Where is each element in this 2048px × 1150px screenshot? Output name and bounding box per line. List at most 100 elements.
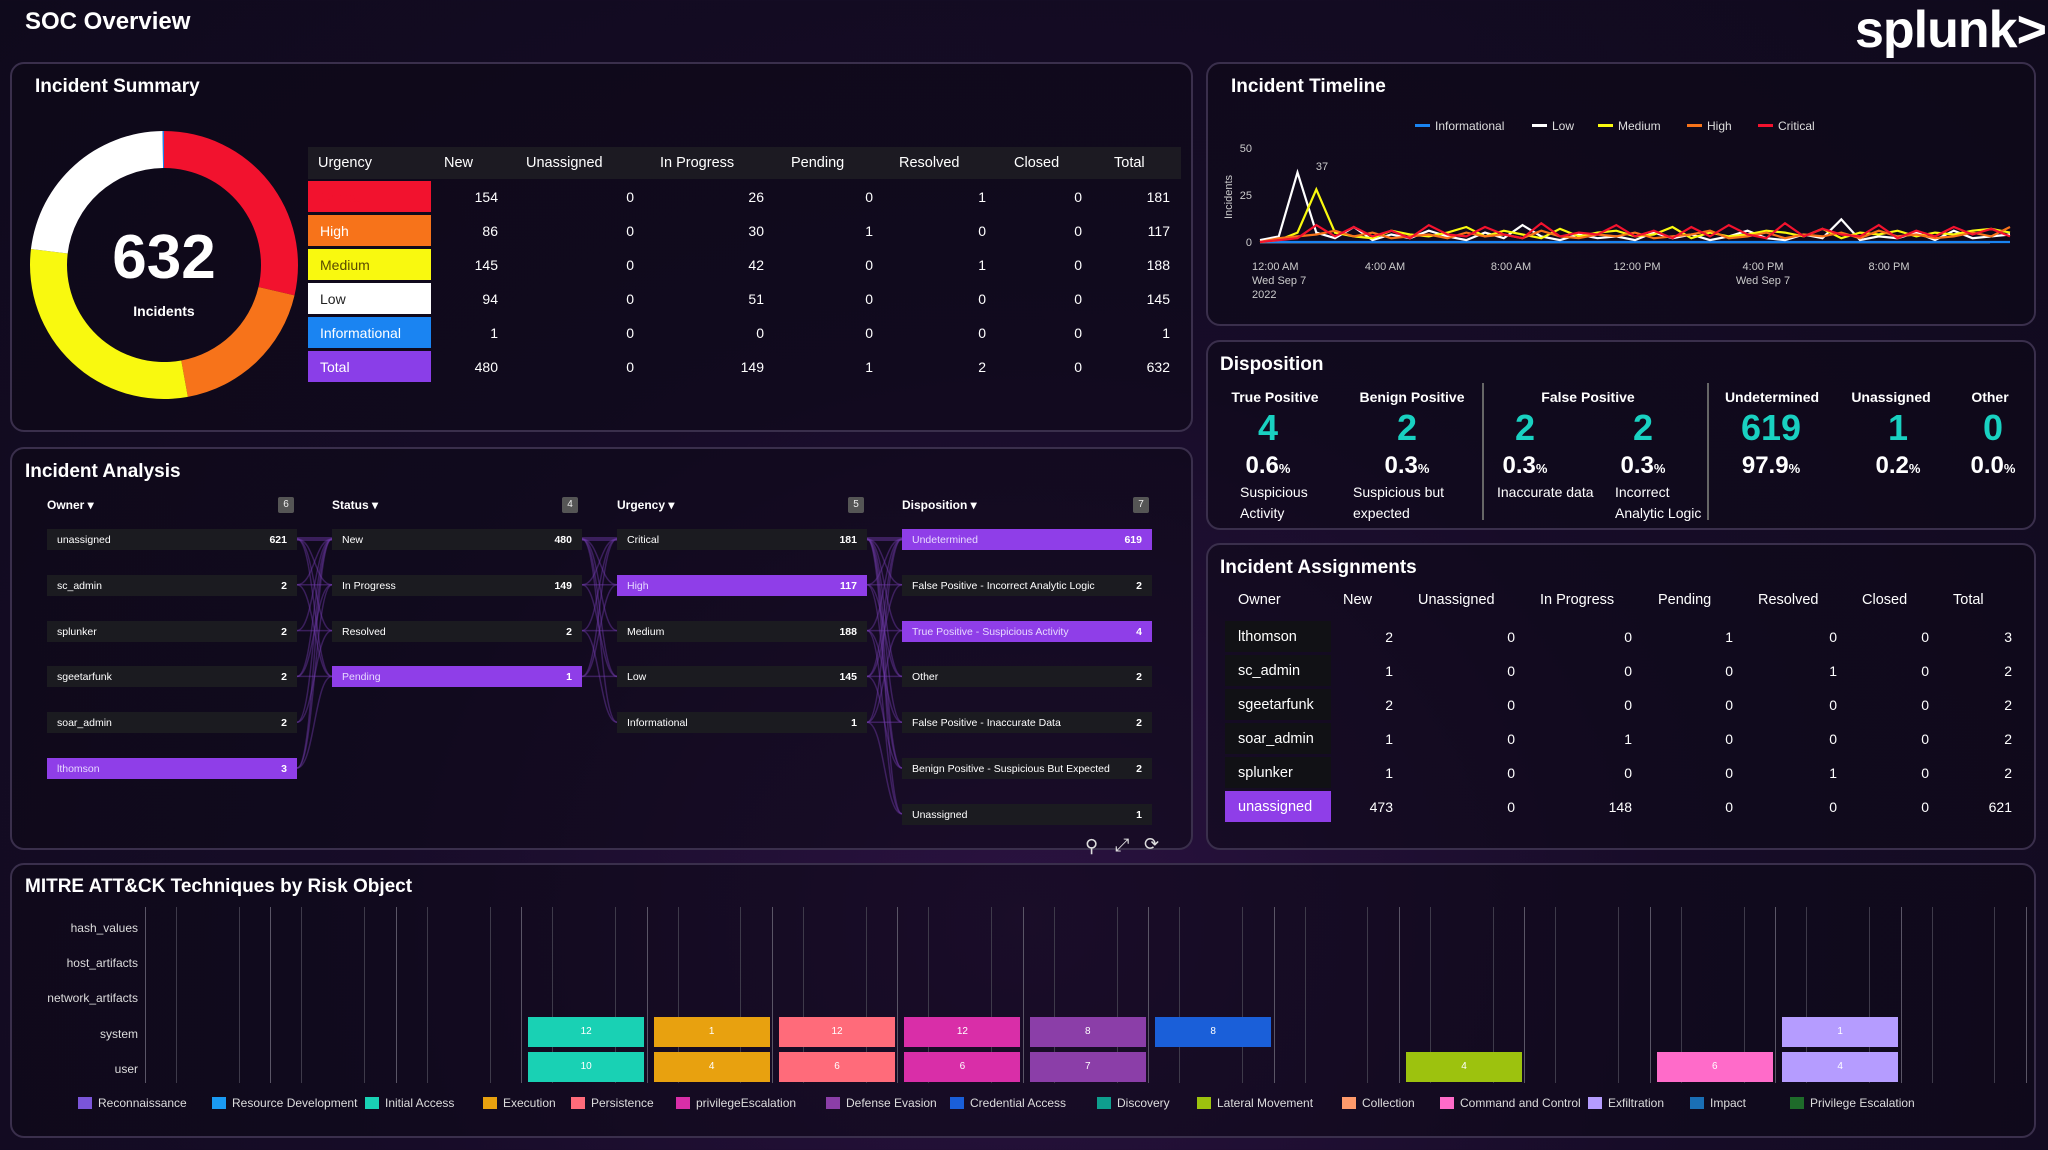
sankey-node[interactable]: Unassigned 1 (902, 803, 1152, 825)
sankey-column-owner[interactable]: Owner ▾ (47, 498, 94, 512)
legend-item-critical[interactable]: Critical (1758, 119, 1815, 133)
mitre-legend-item[interactable]: Reconnaissance (78, 1096, 187, 1110)
sankey-node[interactable]: Benign Positive - Suspicious But Expecte… (902, 758, 1152, 779)
legend-item-informational[interactable]: Informational (1415, 119, 1504, 133)
sankey-node[interactable]: Other 2 (902, 666, 1152, 688)
mitre-cell-credential-access[interactable]: 8 (1155, 1017, 1272, 1047)
mitre-legend-item[interactable]: Persistence (571, 1096, 654, 1110)
urgency-donut-chart[interactable] (30, 131, 298, 399)
owner-cell[interactable]: splunker (1225, 757, 1331, 788)
sankey-node[interactable]: soar_admin 2 (47, 712, 297, 734)
mitre-cell-defense-evasion[interactable]: 8 (1029, 1017, 1146, 1047)
refresh-icon[interactable]: ⟳ (1144, 834, 1160, 854)
mitre-legend-item[interactable]: Credential Access (950, 1096, 1066, 1110)
assign-header-pending[interactable]: Pending (1658, 592, 1712, 608)
mitre-cell-command-and-control[interactable]: 6 (1656, 1052, 1773, 1082)
assign-header-in-progress[interactable]: In Progress (1540, 592, 1615, 608)
legend-item-medium[interactable]: Medium (1598, 119, 1661, 133)
sankey-column-urgency[interactable]: Urgency ▾ (617, 498, 674, 512)
assign-header-owner[interactable]: Owner (1238, 592, 1281, 608)
disposition-count[interactable]: 1 (1887, 407, 1909, 448)
sankey-node[interactable]: Low 145 (617, 666, 867, 688)
disposition-count[interactable]: 2 (1632, 407, 1654, 448)
table-header-new[interactable]: New (444, 155, 474, 171)
sankey-node[interactable]: Critical 181 (617, 529, 867, 550)
timeline-line-chart[interactable]: 50 25 012:00 AM Wed Sep 7 2022 4:00 AM 8:00 AM… (1230, 140, 2020, 300)
assign-header-resolved[interactable]: Resolved (1758, 592, 1819, 608)
mitre-legend-item[interactable]: Command and Control (1440, 1096, 1581, 1110)
sankey-node[interactable]: High 117 (617, 574, 867, 596)
assign-header-new[interactable]: New (1343, 592, 1373, 608)
owner-cell[interactable]: lthomson (1225, 621, 1331, 652)
mitre-cell-execution[interactable]: 4 (653, 1052, 770, 1082)
table-header-unassigned[interactable]: Unassigned (526, 155, 603, 171)
sankey-column-disposition[interactable]: Disposition ▾ (902, 498, 977, 512)
mitre-legend-item[interactable]: Privilege Escalation (1790, 1096, 1915, 1110)
legend-item-low[interactable]: Low (1532, 119, 1574, 133)
mitre-legend-item[interactable]: Collection (1342, 1096, 1415, 1110)
sankey-node[interactable]: unassigned 621 (47, 529, 297, 550)
table-header-total[interactable]: Total (1114, 155, 1145, 171)
table-header-in-progress[interactable]: In Progress (660, 155, 735, 171)
disposition-count[interactable]: 2 (1396, 407, 1418, 448)
legend-item-high[interactable]: High (1687, 119, 1732, 133)
disposition-count[interactable]: 0 (1982, 407, 2004, 448)
mitre-legend-item[interactable]: Impact (1690, 1096, 1746, 1110)
sankey-node[interactable]: Undetermined 619 (902, 529, 1152, 550)
owner-cell[interactable]: sc_admin (1225, 655, 1331, 686)
mitre-legend-item[interactable]: Defense Evasion (826, 1096, 937, 1110)
sankey-node[interactable]: lthomson 3 (47, 758, 297, 779)
owner-cell[interactable]: sgeetarfunk (1225, 689, 1331, 720)
disposition-count[interactable]: 2 (1514, 407, 1536, 448)
owner-cell[interactable]: soar_admin (1225, 723, 1331, 754)
sankey-node[interactable]: Medium 188 (617, 620, 867, 642)
mitre-legend-item[interactable]: Exfiltration (1588, 1096, 1664, 1110)
sankey-node[interactable]: True Positive - Suspicious Activity 4 (902, 620, 1152, 642)
mitre-legend-item[interactable]: privilegeEscalation (676, 1096, 796, 1110)
mitre-cell-persistence[interactable]: 12 (779, 1017, 895, 1047)
x-tick-label: 12:00 AM (1252, 261, 1298, 273)
sankey-node[interactable]: splunker 2 (47, 620, 297, 642)
sankey-node[interactable]: Resolved 2 (332, 620, 582, 642)
expand-icon[interactable]: ⤢ (1115, 835, 1130, 855)
sankey-node[interactable]: False Positive - Incorrect Analytic Logi… (902, 574, 1152, 596)
chevron-down-icon[interactable]: ▾ (967, 498, 977, 512)
chevron-down-icon[interactable]: ▾ (368, 498, 379, 512)
mitre-legend-item[interactable]: Resource Development (212, 1096, 357, 1110)
table-header-closed[interactable]: Closed (1014, 155, 1060, 171)
search-icon[interactable]: ⚲ (1085, 836, 1099, 856)
sankey-column-status[interactable]: Status ▾ (332, 498, 378, 512)
mitre-cell-initial-access[interactable]: 10 (528, 1052, 645, 1082)
mitre-cell-defense-evasion[interactable]: 7 (1029, 1052, 1146, 1082)
mitre-cell-lateral-movement[interactable]: 4 (1406, 1052, 1522, 1082)
sankey-node[interactable]: New 480 (332, 529, 582, 550)
sankey-node[interactable]: sgeetarfunk 2 (47, 666, 297, 688)
assign-header-total[interactable]: Total (1953, 592, 1984, 608)
sankey-node[interactable]: Pending 1 (332, 666, 582, 688)
table-header-pending[interactable]: Pending (791, 155, 845, 171)
mitre-legend-item[interactable]: Execution (483, 1096, 556, 1110)
mitre-cell-privilegeescalation[interactable]: 6 (904, 1052, 1021, 1082)
mitre-legend-item[interactable]: Lateral Movement (1197, 1096, 1313, 1110)
mitre-cell-initial-access[interactable]: 12 (528, 1017, 645, 1047)
chevron-down-icon[interactable]: ▾ (665, 498, 675, 512)
mitre-legend-item[interactable]: Discovery (1097, 1096, 1170, 1110)
sankey-node[interactable]: sc_admin 2 (47, 574, 297, 596)
disposition-count[interactable]: 4 (1257, 407, 1279, 448)
owner-cell[interactable]: unassigned (1225, 791, 1331, 822)
chevron-down-icon[interactable]: ▾ (84, 498, 94, 512)
mitre-cell-privilegeescalation[interactable]: 12 (904, 1017, 1021, 1047)
mitre-cell-persistence[interactable]: 6 (779, 1052, 895, 1082)
table-header-urgency[interactable]: Urgency (318, 155, 372, 171)
disposition-count[interactable]: 619 (1740, 407, 1802, 448)
mitre-cell-exfiltration[interactable]: 1 (1782, 1017, 1899, 1047)
mitre-cell-execution[interactable]: 1 (653, 1017, 770, 1047)
mitre-legend-item[interactable]: Initial Access (365, 1096, 454, 1110)
sankey-node[interactable]: In Progress 149 (332, 574, 582, 596)
assign-header-closed[interactable]: Closed (1862, 592, 1908, 608)
sankey-node[interactable]: False Positive - Inaccurate Data 2 (902, 712, 1152, 734)
mitre-cell-exfiltration[interactable]: 4 (1782, 1052, 1899, 1082)
sankey-node[interactable]: Informational 1 (617, 712, 867, 734)
table-header-resolved[interactable]: Resolved (899, 155, 960, 171)
assign-header-unassigned[interactable]: Unassigned (1418, 592, 1495, 608)
